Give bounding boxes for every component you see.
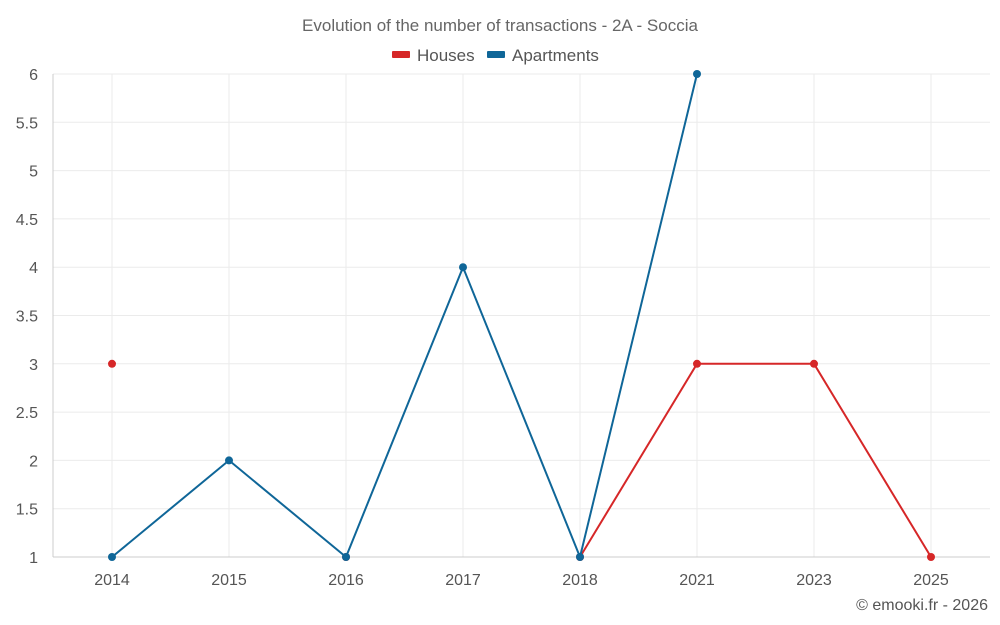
series-apartments-point-2017[interactable] [459, 263, 467, 272]
legend-label-apartments: Apartments [512, 46, 599, 65]
x-tick-label-0: 2014 [94, 572, 130, 589]
legend-item-apartments[interactable]: Apartments [487, 46, 599, 65]
y-tick-label-9: 5.5 [16, 115, 38, 132]
series-apartments-point-2016[interactable] [342, 553, 350, 561]
x-tick-label-2: 2016 [328, 572, 364, 589]
legend-swatch-apartments [487, 51, 505, 58]
series-apartments-segment-1 [228, 459, 347, 558]
series-apartments-point-2014[interactable] [108, 553, 116, 561]
y-tick-label-1: 1.5 [16, 502, 38, 519]
y-tick-label-6: 4 [29, 260, 38, 277]
x-tick-label-5: 2021 [679, 572, 715, 589]
y-tick-label-0: 1 [29, 550, 38, 567]
series-houses-point-2021[interactable] [693, 359, 701, 368]
y-tick-label-2: 2 [29, 453, 38, 470]
axes [52, 74, 990, 558]
series-apartments-segment-4 [579, 73, 698, 558]
y-tick-label-8: 5 [29, 164, 38, 181]
tick-labels: 1 1.5 2 2.5 3 3.5 4 4.5 5 5.5 6 2014 2015 2016 2017 201… [16, 67, 949, 589]
series-apartments-segment-3 [462, 266, 581, 558]
series-houses-point-2014[interactable] [108, 359, 116, 368]
x-tick-label-6: 2023 [796, 572, 832, 589]
y-tick-label-4: 3 [29, 357, 38, 374]
x-tick-label-1: 2015 [211, 572, 247, 589]
legend-label-houses: Houses [417, 46, 475, 65]
y-tick-label-10: 6 [29, 67, 38, 84]
chart-title: Evolution of the number of transactions … [302, 16, 698, 35]
x-tick-label-3: 2017 [445, 572, 481, 589]
series-apartments-point-2015[interactable] [225, 456, 233, 465]
x-tick-label-7: 2025 [913, 572, 949, 589]
y-tick-label-3: 2.5 [16, 405, 38, 422]
grid [53, 73, 990, 558]
series-houses-segment-6 [813, 362, 932, 558]
y-tick-label-5: 3.5 [16, 309, 38, 326]
series-apartments-point-2021[interactable] [693, 70, 701, 78]
series-houses-segment-4 [579, 362, 698, 558]
series-apartments-point-2018[interactable] [576, 553, 584, 561]
series-houses-point-2023[interactable] [810, 359, 818, 368]
series-apartments-segment-2 [345, 266, 464, 558]
series-houses-point-2025[interactable] [927, 553, 935, 561]
series-layer [108, 70, 935, 561]
copyright-text: © emooki.fr - 2026 [856, 597, 988, 614]
y-tick-label-7: 4.5 [16, 212, 38, 229]
series-apartments-segment-0 [111, 459, 230, 558]
legend-item-houses[interactable]: Houses [392, 46, 475, 65]
x-tick-label-4: 2018 [562, 572, 598, 589]
legend[interactable]: Houses Apartments [392, 46, 599, 65]
legend-swatch-houses [392, 51, 410, 58]
series-apartments [108, 70, 701, 561]
